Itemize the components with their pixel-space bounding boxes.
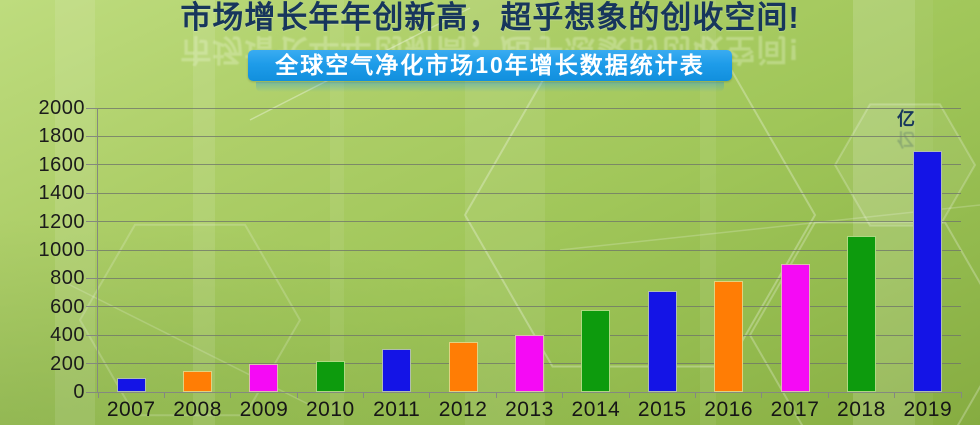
unit-label-reflection: 亿 — [897, 129, 915, 149]
bar — [913, 151, 943, 392]
bar — [714, 281, 744, 392]
y-axis-tick — [86, 249, 98, 251]
bar — [515, 335, 544, 392]
page-title: 市场增长年年创新高，超乎想象的创收空间! — [180, 0, 800, 35]
subtitle-banner-reflection — [256, 82, 724, 92]
subtitle-banner-wrap: 全球空气净化市场10年增长数据统计表 — [0, 50, 980, 92]
y-axis-label: 200 — [50, 352, 85, 375]
y-axis-label: 1000 — [38, 239, 85, 261]
x-axis-tick — [894, 392, 896, 398]
x-axis-label: 2008 — [173, 398, 222, 421]
y-axis-tick — [86, 192, 98, 194]
bar — [581, 310, 611, 392]
y-axis-label: 800 — [50, 267, 85, 290]
y-axis-tick — [86, 107, 98, 109]
y-axis-label: 1200 — [38, 210, 85, 233]
x-axis-tick — [163, 392, 165, 398]
grid-line — [98, 135, 961, 137]
grid-line — [98, 306, 961, 308]
bar — [315, 361, 345, 392]
y-axis-tick — [86, 221, 98, 223]
grid-line — [98, 107, 961, 109]
y-axis-tick — [86, 334, 98, 336]
x-axis-tick — [296, 392, 298, 398]
subtitle-banner: 全球空气净化市场10年增长数据统计表 — [248, 50, 732, 81]
y-axis-label: 1800 — [38, 125, 85, 148]
y-axis-label: 2000 — [38, 97, 85, 119]
x-axis-tick — [97, 392, 99, 398]
x-axis-tick — [495, 392, 497, 398]
grid-line — [98, 277, 961, 279]
bar-chart-plot-area: 亿 亿 0 200 400 600 800 1000 1200 1400 1600 1800 200… — [39, 97, 962, 421]
x-axis-label: 2013 — [505, 398, 554, 421]
x-axis-label: 2007 — [106, 398, 156, 421]
bar — [116, 378, 146, 392]
x-axis-tick — [429, 392, 431, 398]
bar — [448, 342, 478, 392]
bar — [780, 264, 810, 392]
y-axis-label: 400 — [50, 324, 85, 347]
x-axis-tick — [628, 392, 630, 398]
bar — [249, 364, 279, 392]
x-axis-label: 2015 — [637, 398, 687, 421]
grid-line — [98, 192, 961, 194]
bar — [846, 236, 876, 392]
x-axis-tick — [761, 392, 763, 398]
x-axis-label: 2014 — [571, 398, 621, 421]
grid-line — [98, 249, 961, 251]
x-axis-label: 2017 — [770, 398, 820, 421]
x-axis-label: 2011 — [373, 398, 421, 421]
y-axis-label: 1600 — [38, 153, 85, 176]
y-axis-label: 1400 — [38, 182, 85, 205]
x-axis-tick — [230, 392, 232, 398]
x-axis-label: 2009 — [239, 398, 289, 421]
y-axis-tick — [86, 391, 98, 393]
x-axis-tick — [827, 392, 829, 398]
x-axis-label: 2018 — [837, 398, 886, 421]
bar — [183, 371, 213, 392]
x-axis-tick — [562, 392, 564, 398]
y-axis-tick — [86, 306, 98, 308]
y-axis-tick — [86, 164, 98, 166]
grid-line — [98, 164, 961, 166]
x-axis-label: 2012 — [438, 398, 488, 421]
y-axis-tick — [86, 135, 98, 137]
x-axis-tick — [694, 392, 696, 398]
x-axis-label: 2016 — [704, 398, 753, 421]
x-axis-tick — [960, 392, 962, 398]
y-axis-tick — [86, 363, 98, 365]
y-axis-label: 600 — [50, 295, 85, 318]
x-axis-label: 2019 — [903, 398, 953, 421]
y-axis-tick — [86, 277, 98, 279]
bar — [382, 349, 412, 392]
header: 市场增长年年创新高，超乎想象的创收空间! 市场增长年年创新高，超乎想象的创收空间… — [0, 0, 980, 70]
bar — [647, 291, 677, 392]
y-axis-label: 0 — [73, 381, 85, 403]
x-axis-tick — [363, 392, 365, 398]
grid-line — [98, 221, 961, 223]
unit-label: 亿 — [897, 109, 915, 129]
x-axis-label: 2010 — [305, 398, 355, 421]
